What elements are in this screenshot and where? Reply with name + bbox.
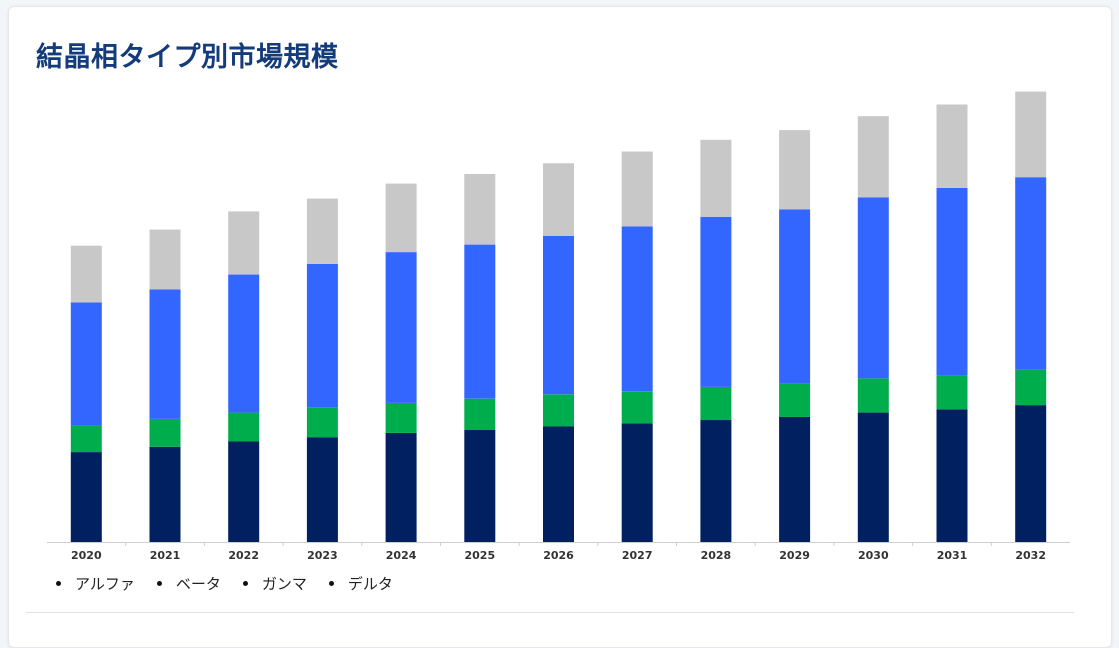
bar-segment-2029-0[interactable] — [779, 416, 811, 542]
x-tick-label: 2020 — [71, 549, 102, 562]
bar-segment-2024-1[interactable] — [385, 402, 417, 433]
bar-segment-2027-2[interactable] — [621, 226, 653, 392]
bar-segment-2027-0[interactable] — [621, 423, 653, 542]
bar-segment-2023-1[interactable] — [306, 407, 338, 438]
bar-segment-2031-2[interactable] — [936, 187, 968, 376]
bar-segment-2027-3[interactable] — [621, 151, 653, 227]
x-tick-label: 2026 — [543, 549, 574, 562]
bar-segment-2023-2[interactable] — [306, 263, 338, 408]
bar-segment-2020-0[interactable] — [70, 452, 102, 542]
footer-divider — [26, 612, 1074, 613]
bar-segment-2024-0[interactable] — [385, 432, 417, 542]
bar-segment-2026-1[interactable] — [543, 394, 574, 427]
bar-segment-2026-3[interactable] — [543, 163, 574, 236]
legend-item-gamma[interactable]: ガンマ — [242, 573, 307, 594]
bar-segment-2028-1[interactable] — [700, 386, 732, 421]
x-tick-label: 2023 — [307, 549, 338, 562]
bar-segment-2028-0[interactable] — [700, 420, 732, 542]
x-tick-label: 2030 — [858, 549, 889, 562]
bar-segment-2030-0[interactable] — [857, 412, 889, 542]
bar-segment-2031-1[interactable] — [936, 375, 968, 410]
bar-segment-2031-3[interactable] — [936, 104, 968, 188]
bar-segment-2020-2[interactable] — [70, 302, 102, 426]
bar-segment-2023-0[interactable] — [306, 437, 338, 542]
bar-segment-2025-1[interactable] — [464, 398, 496, 430]
bar-segment-2024-3[interactable] — [385, 183, 417, 253]
bar-segment-2031-0[interactable] — [936, 409, 968, 542]
bar-segment-2030-1[interactable] — [857, 378, 889, 413]
legend-item-alpha[interactable]: アルファ — [56, 573, 135, 594]
legend-bullet — [242, 581, 248, 586]
bar-segment-2027-1[interactable] — [621, 391, 653, 424]
bar-segment-2022-2[interactable] — [228, 274, 260, 413]
bar-segment-2022-1[interactable] — [228, 412, 260, 442]
bar-segment-2021-1[interactable] — [149, 419, 181, 447]
bar-segment-2022-0[interactable] — [228, 441, 260, 542]
stacked-bar-chart: 2020 2021 2022 2023 2024 2025 2026 2027 2028 2029… — [47, 91, 1070, 562]
x-tick-label: 2029 — [779, 549, 810, 562]
legend-label: ガンマ — [261, 575, 307, 593]
bar-segment-2026-0[interactable] — [543, 426, 574, 543]
bar-segment-2025-3[interactable] — [464, 174, 496, 245]
bar-segment-2021-0[interactable] — [149, 446, 181, 542]
x-tick-label: 2021 — [150, 549, 181, 562]
bar-segment-2032-3[interactable] — [1015, 91, 1047, 178]
x-tick-label: 2028 — [701, 549, 732, 562]
bar-segment-2028-2[interactable] — [700, 216, 732, 387]
legend-label: デルタ — [347, 575, 393, 593]
bar-segment-2030-3[interactable] — [857, 116, 889, 198]
legend-bullet — [156, 581, 162, 586]
x-tick-label: 2022 — [228, 549, 259, 562]
legend-item-beta[interactable]: ベータ — [156, 573, 221, 594]
bar-segment-2029-3[interactable] — [779, 130, 811, 210]
bar-segment-2029-2[interactable] — [779, 209, 811, 384]
bar-segment-2021-3[interactable] — [149, 229, 181, 290]
bar-segment-2032-2[interactable] — [1015, 177, 1047, 370]
x-tick-label: 2024 — [386, 549, 417, 562]
bar-segment-2032-0[interactable] — [1015, 405, 1047, 542]
x-tick-label: 2031 — [937, 549, 968, 562]
legend-item-delta[interactable]: デルタ — [328, 573, 393, 594]
bar-segment-2021-2[interactable] — [149, 289, 181, 419]
bar-segment-2029-1[interactable] — [779, 383, 811, 417]
x-tick-label: 2032 — [1015, 549, 1046, 562]
bar-segment-2030-2[interactable] — [857, 197, 889, 379]
legend-bullet — [56, 581, 61, 586]
bar-segment-2024-2[interactable] — [385, 252, 417, 403]
legend-label: ベータ — [175, 575, 221, 593]
x-tick-label: 2027 — [622, 549, 653, 562]
bar-segment-2028-3[interactable] — [700, 139, 732, 217]
chart-legend: アルファ ベータ ガンマ デルタ — [56, 573, 393, 594]
bar-segment-2026-2[interactable] — [543, 236, 574, 395]
legend-label: アルファ — [75, 575, 135, 593]
bar-segment-2025-0[interactable] — [464, 429, 496, 542]
bar-segment-2032-1[interactable] — [1015, 369, 1047, 406]
chart-title: 結晶相タイプ別市場規模 — [36, 42, 339, 73]
bar-segment-2023-3[interactable] — [306, 198, 338, 264]
x-tick-label: 2025 — [464, 549, 495, 562]
legend-bullet — [328, 581, 334, 586]
bar-segment-2020-3[interactable] — [70, 245, 102, 303]
bar-segment-2022-3[interactable] — [228, 211, 260, 275]
bar-segment-2025-2[interactable] — [464, 244, 496, 399]
bar-segment-2020-1[interactable] — [70, 425, 102, 453]
